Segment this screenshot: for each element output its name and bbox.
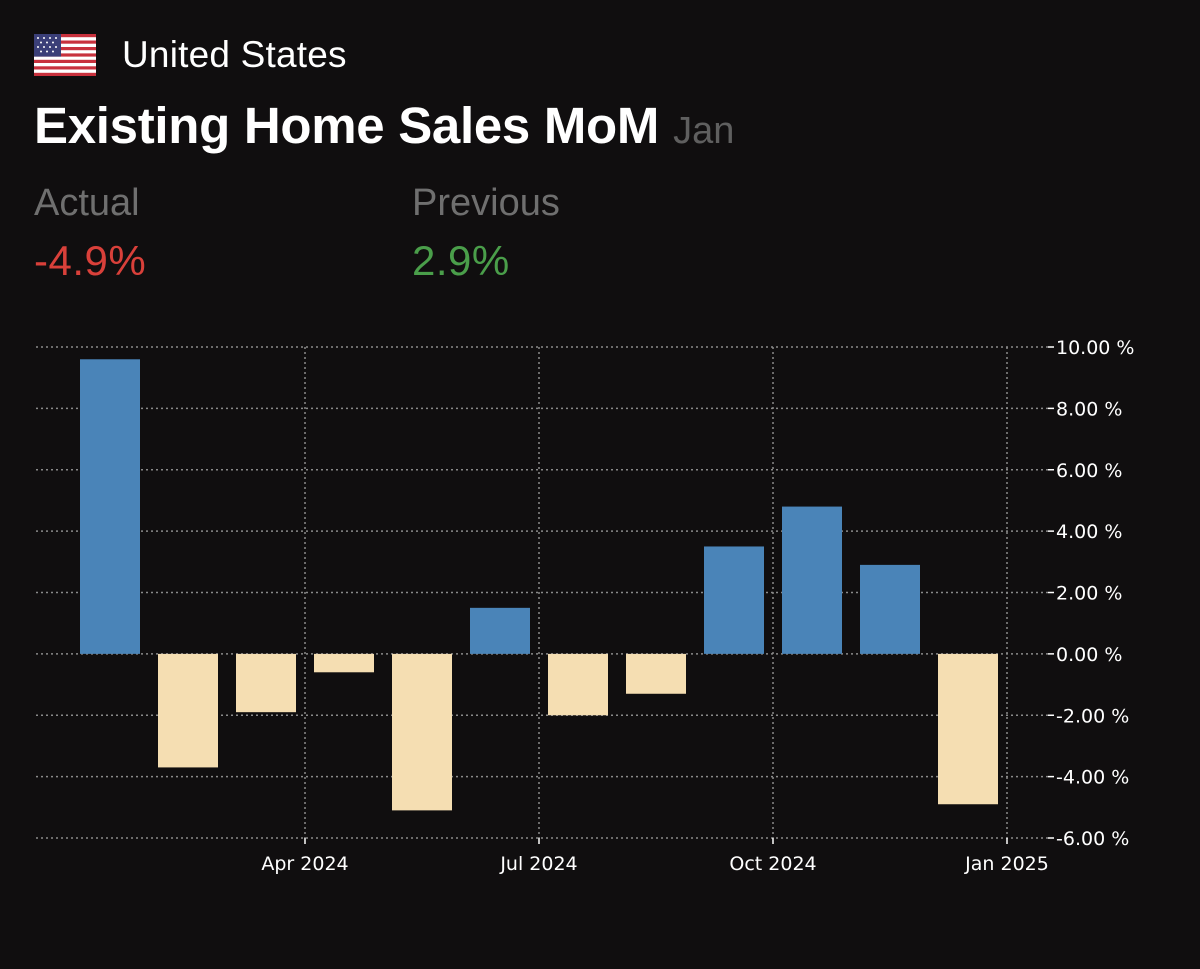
bar-negative [392, 653, 452, 811]
actual-value: -4.9% [34, 237, 147, 284]
bar-negative [626, 653, 686, 694]
indicator-title-row: Existing Home Sales MoM Jan [34, 96, 734, 155]
y-tick-label: -4.00 % [1056, 767, 1129, 789]
x-tick-label: Apr 2024 [261, 853, 348, 875]
y-tick-label: -2.00 % [1056, 705, 1129, 727]
x-tick-label: Oct 2024 [729, 853, 816, 875]
bar-positive [470, 607, 530, 654]
bar-negative [938, 653, 998, 805]
x-tick-label: Jul 2024 [499, 853, 577, 875]
previous-value: 2.9% [412, 237, 510, 284]
actual-label: Actual [34, 182, 140, 224]
bar-chart: 10.00 % 8.00 % 6.00 % 4.00 % 2.00 % 0.00 % -2.… [36, 337, 1135, 875]
y-tick-label: 0.00 % [1056, 644, 1122, 666]
y-tick-label: 2.00 % [1056, 583, 1122, 605]
bar-negative [548, 653, 608, 716]
y-tick-label: -6.00 % [1056, 828, 1129, 850]
x-tick-label: Jan 2025 [964, 853, 1049, 875]
bar-negative [314, 653, 374, 673]
y-tick-label: 4.00 % [1056, 521, 1122, 543]
bar-negative [158, 653, 218, 768]
country-name: United States [122, 34, 347, 75]
bar-positive [782, 506, 842, 654]
previous-stat: Previous 2.9% [412, 182, 560, 285]
bar-positive [704, 546, 764, 654]
country-header: United States [34, 30, 347, 80]
bar-negative [236, 653, 296, 713]
y-tick-label: 8.00 % [1056, 398, 1122, 420]
y-tick-label: 6.00 % [1056, 460, 1122, 482]
period-label: Jan [673, 110, 735, 152]
bar-positive [860, 564, 920, 654]
bar-positive [80, 359, 140, 654]
actual-stat: Actual -4.9% [34, 182, 146, 285]
indicator-title: Existing Home Sales MoM [34, 97, 660, 154]
us-flag-icon [34, 34, 96, 76]
previous-label: Previous [412, 182, 560, 224]
y-tick-label: 10.00 % [1056, 337, 1135, 359]
